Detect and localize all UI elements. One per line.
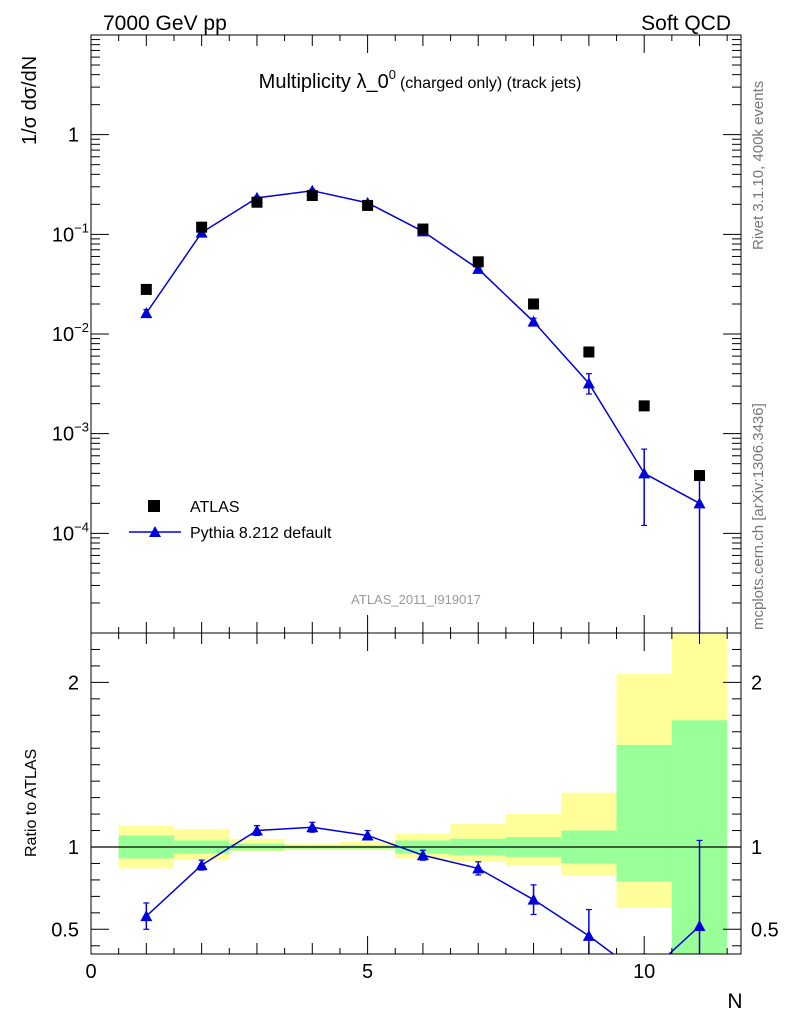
- legend-atlas-label: ATLAS: [190, 499, 240, 516]
- atlas-data-point: [472, 256, 484, 268]
- lower-frame: [90, 632, 742, 955]
- upper-plot: [140, 184, 706, 633]
- atlas-data-point: [362, 199, 374, 211]
- lower-y-tick-label-right: 1: [751, 837, 762, 859]
- atlas-data-point: [140, 283, 152, 295]
- pythia-marker: [472, 262, 485, 274]
- pythia-marker: [472, 862, 485, 874]
- analysis-watermark: ATLAS_2011_I919017: [351, 592, 481, 607]
- atlas-data-point: [528, 298, 540, 310]
- x-tick-label: 0: [85, 961, 96, 983]
- pythia-marker: [416, 849, 429, 861]
- upper-y-tick-label: 1: [68, 125, 79, 147]
- upper-y-tick-label: 10−4: [52, 519, 89, 545]
- atlas-data-point: [251, 196, 263, 208]
- pythia-marker: [693, 497, 706, 509]
- x-axis-label: N: [727, 990, 742, 1013]
- x-tick-label: 5: [362, 961, 373, 983]
- ratio-bands: [118, 633, 728, 954]
- pythia-marker: [140, 910, 153, 922]
- pythia-marker: [361, 829, 374, 841]
- atlas-data-point: [583, 346, 595, 358]
- x-tick-label: 10: [633, 961, 655, 983]
- pythia-marker: [140, 307, 153, 319]
- upper-frame: [90, 34, 742, 634]
- atlas-data-point: [417, 223, 429, 235]
- title-sub: (charged only) (track jets): [400, 75, 581, 92]
- legend-pythia-marker: [149, 526, 161, 537]
- pythia-line: [145, 189, 700, 504]
- pythia-marker: [527, 315, 540, 327]
- chart-title: Multiplicity λ_00 (charged only) (track j…: [259, 67, 582, 93]
- upper-y-tick-label: 10−3: [52, 420, 89, 446]
- lower-y-tick-label-left: 1: [68, 837, 79, 859]
- lower-ylabel: Ratio to ATLAS: [23, 749, 40, 857]
- atlas-data-point: [306, 190, 318, 202]
- rivet-label: Rivet 3.1.10, 400k events: [750, 81, 767, 250]
- pythia-marker: [306, 821, 319, 833]
- legend: ATLAS Pythia 8.212 default: [129, 499, 332, 542]
- upper-ylabel: 1/σ dσ/dN: [19, 56, 41, 145]
- ratio-plot: [91, 821, 741, 954]
- lower-y-tick-label-left: 0.5: [51, 919, 79, 941]
- pythia-marker: [250, 824, 263, 836]
- atlas-data-point: [196, 221, 208, 233]
- upper-y-tick-label: 10−2: [52, 320, 89, 346]
- lower-y-tick-label-right: 2: [751, 672, 762, 694]
- pythia-marker: [195, 859, 208, 871]
- pythia-marker: [638, 467, 651, 479]
- legend-atlas-marker: [148, 500, 160, 512]
- lower-y-tick-label-right: 0.5: [751, 919, 779, 941]
- pythia-marker: [527, 893, 540, 905]
- lower-y-tick-label-left: 2: [68, 672, 79, 694]
- upper-y-tick-label: 10−1: [52, 220, 89, 246]
- stat-uncertainty-band: [616, 744, 672, 882]
- header-right: Soft QCD: [641, 12, 731, 35]
- mcplots-label: mcplots.cern.ch [arXiv:1306.3436]: [750, 403, 767, 630]
- pythia-marker: [693, 920, 706, 932]
- header-left: 7000 GeV pp: [103, 12, 227, 35]
- pythia-marker: [582, 377, 595, 389]
- pythia-marker: [582, 929, 595, 941]
- atlas-data-point: [694, 470, 706, 482]
- legend-pythia-label: Pythia 8.212 default: [190, 525, 332, 542]
- title-main: Multiplicity λ_0: [259, 71, 389, 93]
- atlas-data-point: [638, 400, 650, 412]
- title-sup: 0: [389, 67, 396, 82]
